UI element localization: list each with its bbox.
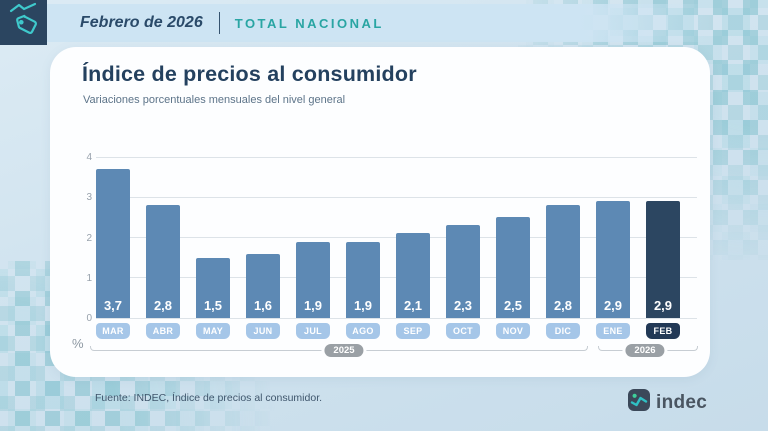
y-axis-tick-3: 3 [86, 192, 92, 204]
bar-value-nov: 2,5 [503, 298, 523, 313]
bar-ene: 2,9 [596, 201, 630, 318]
bar-column-may: 1,5 MAY [196, 157, 230, 339]
bar-column-jul: 1,9 JUL [296, 157, 330, 339]
month-label-ene: ENE [596, 323, 630, 339]
bar-value-ene: 2,9 [603, 298, 623, 313]
month-label-dic: DIC [546, 323, 580, 339]
indec-logo-icon [627, 388, 651, 417]
month-label-feb: FEB [646, 323, 680, 339]
bar-value-jun: 1,6 [253, 298, 273, 313]
month-label-jun: JUN [246, 323, 280, 339]
bar-jun: 1,6 [246, 253, 280, 318]
bar-may: 1,5 [196, 257, 230, 318]
bar-mar: 3,7 [96, 169, 130, 318]
page-title: Índice de precios al consumidor [82, 62, 417, 86]
bar-column-ene: 2,9 ENE [596, 157, 630, 339]
bar-value-dic: 2,8 [553, 298, 573, 313]
month-label-jul: JUL [296, 323, 330, 339]
bar-dic: 2,8 [546, 205, 580, 318]
header-scope: TOTAL NACIONAL [234, 15, 384, 31]
indec-logo-text: indec [656, 391, 708, 413]
bar-ago: 1,9 [346, 241, 380, 318]
year-badge-2026: 2026 [625, 344, 665, 357]
bar-nov: 2,5 [496, 217, 530, 318]
month-label-oct: OCT [446, 323, 480, 339]
page-subtitle: Variaciones porcentuales mensuales del n… [83, 94, 346, 106]
bar-column-jun: 1,6 JUN [246, 157, 280, 339]
y-axis-tick-2: 2 [86, 232, 92, 244]
bar-column-ago: 1,9 AGO [346, 157, 380, 339]
bar-column-mar: 3,7 MAR [96, 157, 130, 339]
month-label-may: MAY [196, 323, 230, 339]
bar-column-nov: 2,5 NOV [496, 157, 530, 339]
bars: 3,7 MAR 2,8 ABR 1,5 MAY 1,6 JUN 1,9 JUL 1,9 AGO 2,1 S… [96, 157, 680, 339]
bar-jul: 1,9 [296, 241, 330, 318]
brand-square [0, 0, 47, 45]
indec-logo: indec [627, 388, 707, 417]
bar-abr: 2,8 [146, 205, 180, 318]
bar-value-sep: 2,1 [403, 298, 423, 313]
bar-column-sep: 2,1 SEP [396, 157, 430, 339]
source-note: Fuente: INDEC, Índice de precios al cons… [95, 392, 323, 404]
gridline-3 [96, 196, 697, 198]
bar-value-feb: 2,9 [653, 298, 673, 313]
bar-oct: 2,3 [446, 225, 480, 318]
header-bar: Febrero de 2026 TOTAL NACIONAL [47, 4, 712, 42]
bar-feb: 2,9 [646, 201, 680, 318]
header-divider [218, 12, 220, 34]
year-badge-2025: 2025 [324, 344, 364, 357]
chart-card: Índice de precios al consumidor Variacio… [50, 47, 710, 377]
y-axis-unit-label: % [72, 336, 84, 351]
bar-sep: 2,1 [396, 233, 430, 318]
month-label-ago: AGO [346, 323, 380, 339]
bar-column-feb: 2,9 FEB [646, 157, 680, 339]
header-period: Febrero de 2026 [80, 14, 203, 31]
plot-area: 3,7 MAR 2,8 ABR 1,5 MAY 1,6 JUN 1,9 JUL 1,9 AGO 2,1 S… [86, 152, 697, 339]
bar-value-mar: 3,7 [103, 298, 123, 313]
gridline-0 [96, 317, 697, 319]
bar-column-oct: 2,3 OCT [446, 157, 480, 339]
month-label-abr: ABR [146, 323, 180, 339]
bar-value-abr: 2,8 [153, 298, 173, 313]
gridline-4 [96, 156, 697, 158]
bar-column-abr: 2,8 ABR [146, 157, 180, 339]
month-label-mar: MAR [96, 323, 130, 339]
month-label-nov: NOV [496, 323, 530, 339]
y-axis-tick-1: 1 [86, 272, 92, 284]
bar-column-dic: 2,8 DIC [546, 157, 580, 339]
month-label-sep: SEP [396, 323, 430, 339]
bar-value-may: 1,5 [203, 298, 223, 313]
price-tag-icon [8, 2, 40, 43]
y-axis-tick-4: 4 [86, 152, 92, 163]
y-axis-tick-0: 0 [86, 313, 92, 324]
bar-value-ago: 1,9 [353, 298, 373, 313]
bar-value-jul: 1,9 [303, 298, 323, 313]
bar-value-oct: 2,3 [453, 298, 473, 313]
